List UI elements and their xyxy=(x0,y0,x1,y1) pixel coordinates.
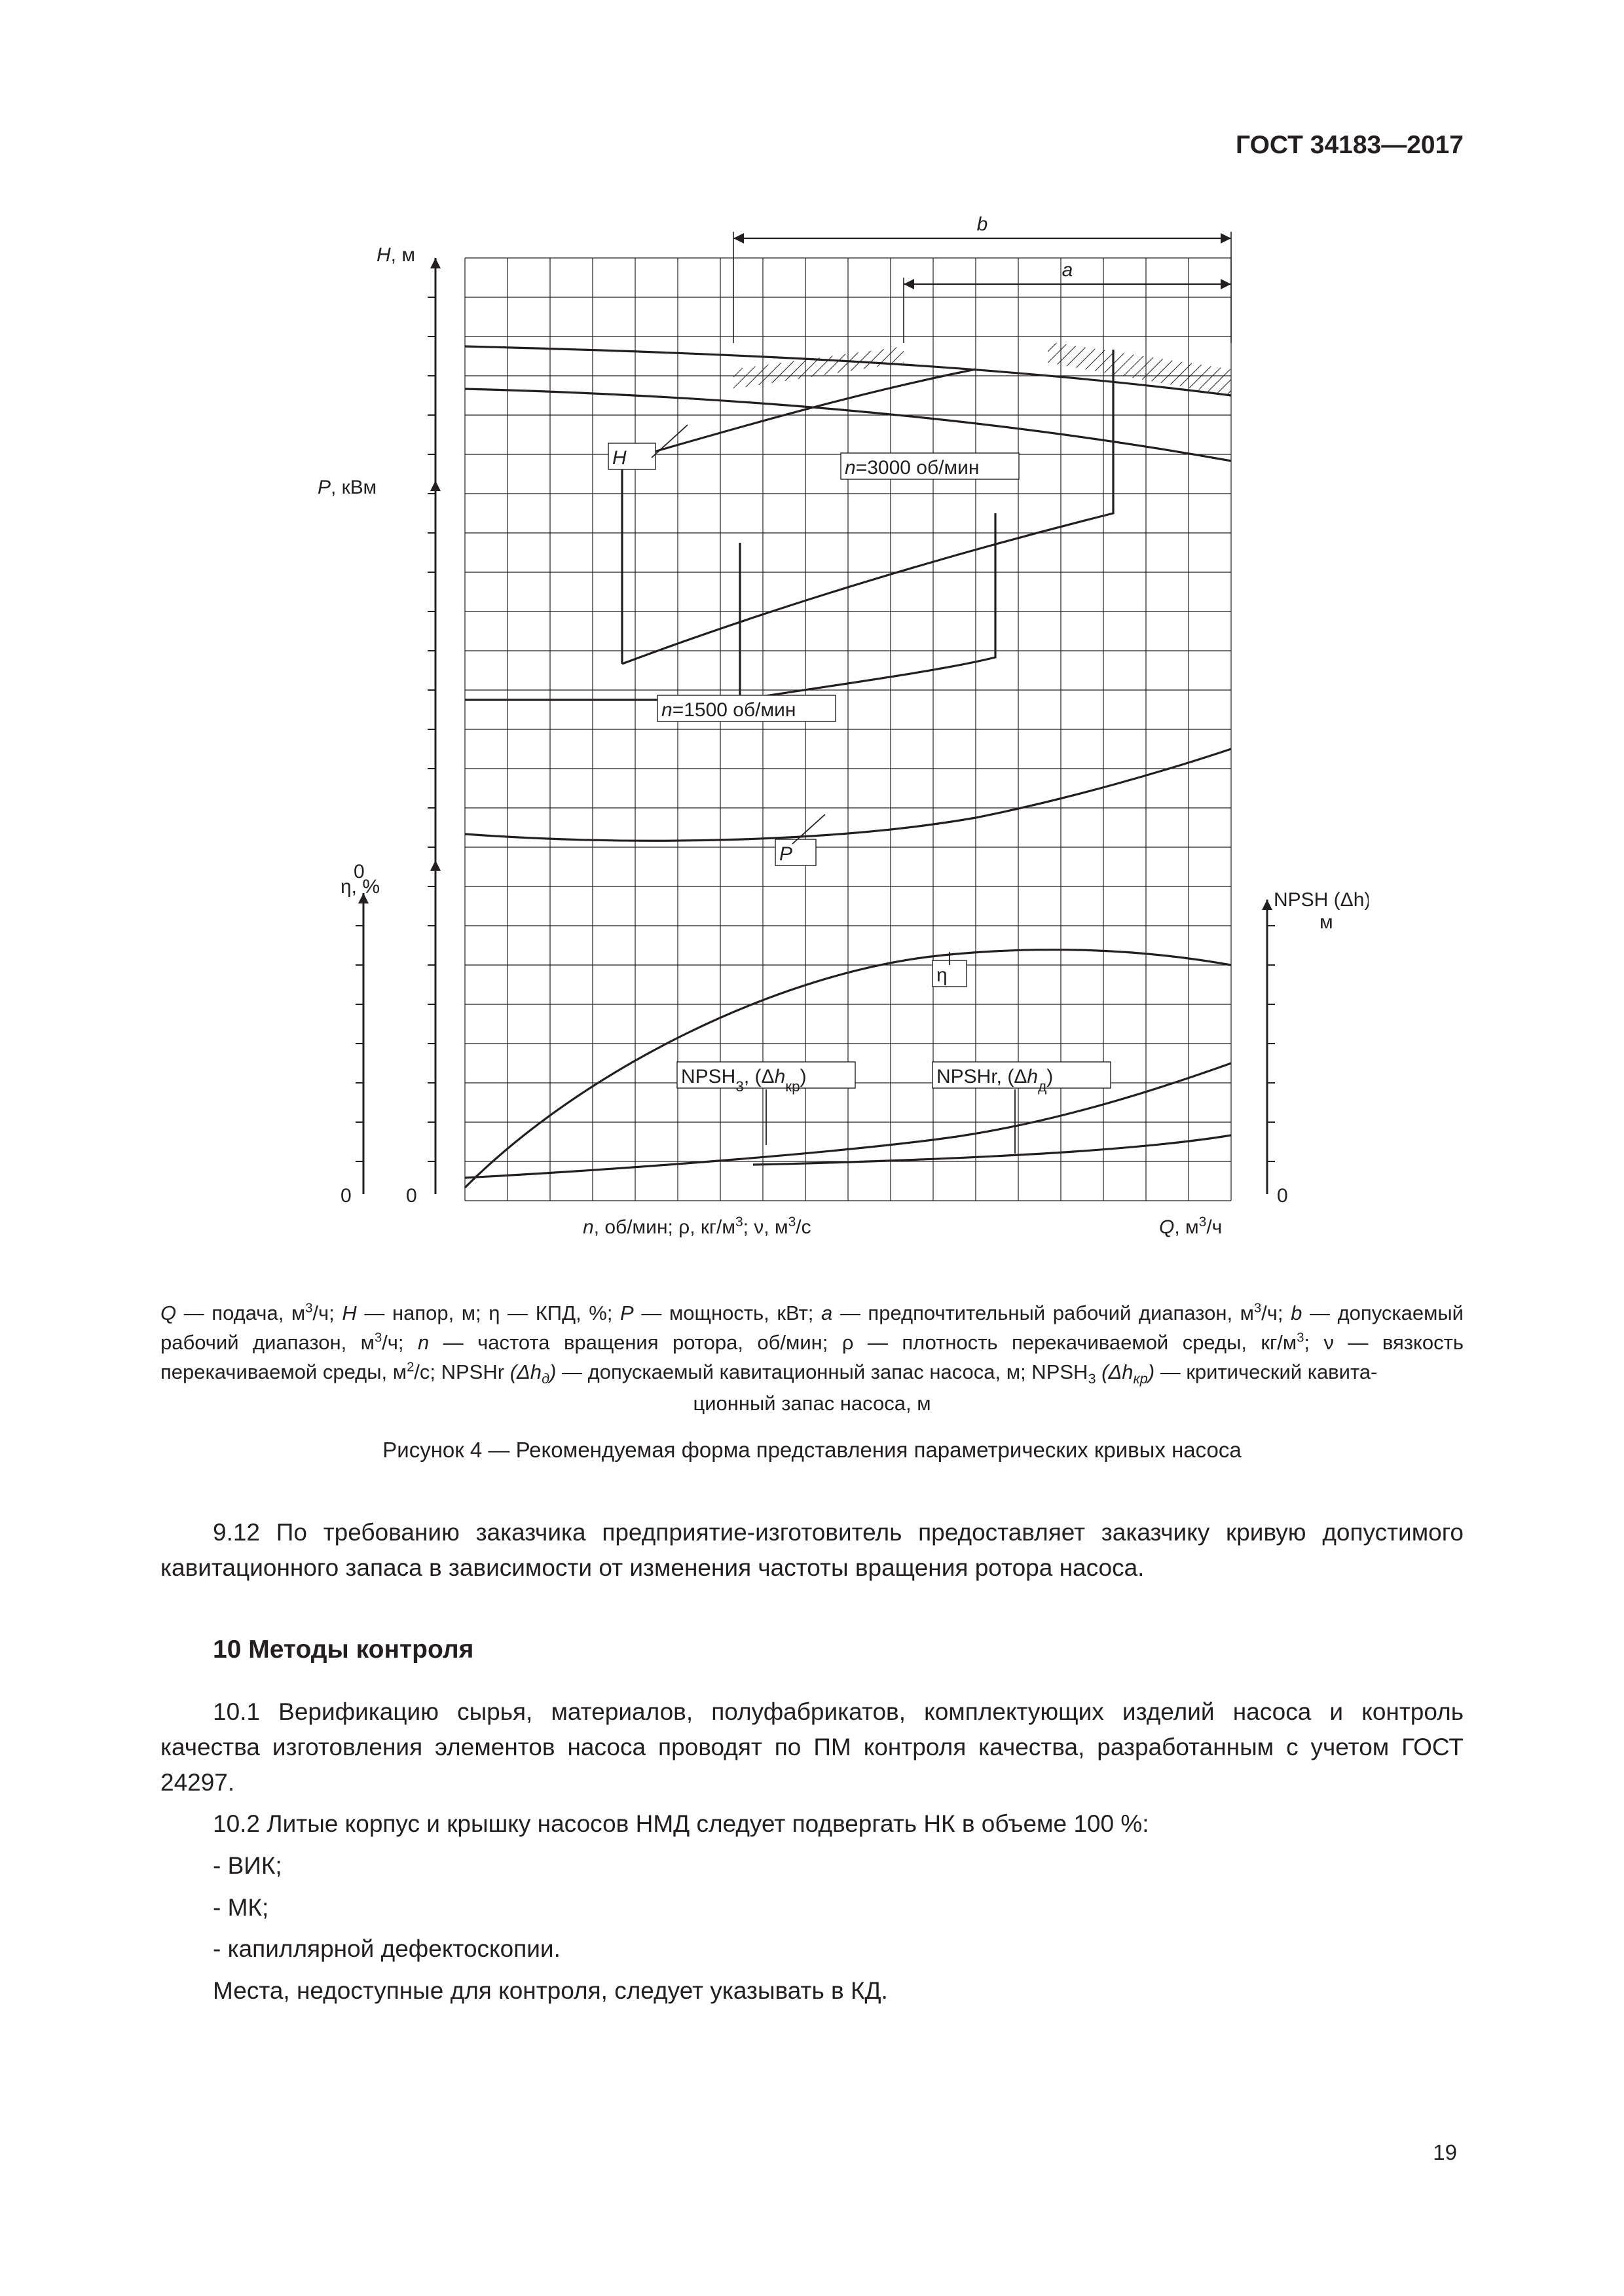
svg-text:a: a xyxy=(1062,259,1073,281)
list-item-0: - ВИК; xyxy=(160,1848,1464,1884)
dim-b: b xyxy=(733,213,1231,343)
curve-H15_left xyxy=(465,543,740,700)
label-4: η xyxy=(932,952,967,987)
curve-npsh_d xyxy=(753,1135,1231,1165)
dim-a: a xyxy=(904,259,1231,343)
figure-4: b a Н, м Р, кВм0η, % 0 0 NPSH (Δh),м 0 n, об/мин… xyxy=(255,199,1369,1273)
y-axis-1: Р, кВм0 xyxy=(318,477,441,883)
list-item-1: - МК; xyxy=(160,1890,1464,1925)
svg-text:0: 0 xyxy=(406,1185,417,1207)
svg-text:Н, м: Н, м xyxy=(377,244,415,266)
svg-text:м: м xyxy=(1320,911,1333,933)
svg-text:n, об/мин; ρ, кг/м3; ν, м3/с: n, об/мин; ρ, кг/м3; ν, м3/с xyxy=(583,1214,811,1239)
para-10-2-note: Места, недоступные для контроля, следует… xyxy=(160,1973,1464,2009)
label-3: P xyxy=(775,814,825,866)
page-number: 19 xyxy=(1433,2140,1457,2165)
svg-text:b: b xyxy=(977,213,988,235)
svg-text:n=1500 об/мин: n=1500 об/мин xyxy=(661,699,796,721)
y-axis-0: Н, м xyxy=(377,244,441,539)
svg-text:P: P xyxy=(779,843,792,865)
label-1: n=3000 об/мин xyxy=(841,453,1019,479)
svg-text:0: 0 xyxy=(1277,1185,1288,1207)
svg-text:NPSH (Δh),: NPSH (Δh), xyxy=(1274,889,1369,911)
para-10-2: 10.2 Литые корпус и крышку насосов НМД с… xyxy=(160,1806,1464,1842)
y-axis-right: NPSH (Δh),м 0 xyxy=(1262,889,1369,1207)
figure-caption: Рисунок 4 — Рекомендуемая форма представ… xyxy=(160,1438,1464,1463)
figure-4-svg: b a Н, м Р, кВм0η, % 0 0 NPSH (Δh),м 0 n, об/мин… xyxy=(255,199,1369,1273)
y-axis-2: η, % 0 xyxy=(341,860,441,1207)
svg-text:H: H xyxy=(612,447,627,469)
list-item-2: - капиллярной дефектоскопии. xyxy=(160,1931,1464,1967)
label-0: H xyxy=(608,425,688,469)
curve-H3k_left xyxy=(622,369,976,664)
svg-text:Q, м3/ч: Q, м3/ч xyxy=(1159,1214,1222,1239)
label-5: NPSH3, (Δhкр) xyxy=(677,1062,855,1145)
svg-text:0: 0 xyxy=(341,1185,352,1207)
svg-text:η: η xyxy=(936,964,948,986)
figure-legend: Q — подача, м3/ч; Н — напор, м; η — КПД,… xyxy=(160,1299,1464,1418)
label-2: n=1500 об/мин xyxy=(657,695,836,721)
curve-H15_right xyxy=(740,513,995,700)
section-10-heading: 10 Методы контроля xyxy=(213,1631,1464,1669)
curve-H3k_right xyxy=(622,350,1113,664)
doc-id: ГОСТ 34183—2017 xyxy=(160,131,1464,160)
para-10-1: 10.1 Верификацию сырья, материалов, полу… xyxy=(160,1694,1464,1800)
svg-text:Р, кВм: Р, кВм xyxy=(318,477,377,498)
svg-text:NPSHr, (Δhд): NPSHr, (Δhд) xyxy=(936,1066,1053,1095)
svg-text:n=3000 об/мин: n=3000 об/мин xyxy=(845,457,979,479)
y-axis-3: 0 xyxy=(341,893,369,1207)
svg-text:η, %: η, % xyxy=(341,876,380,898)
para-9-12: 9.12 По требованию заказчика предприятие… xyxy=(160,1515,1464,1585)
label-6: NPSHr, (Δhд) xyxy=(932,1062,1111,1154)
